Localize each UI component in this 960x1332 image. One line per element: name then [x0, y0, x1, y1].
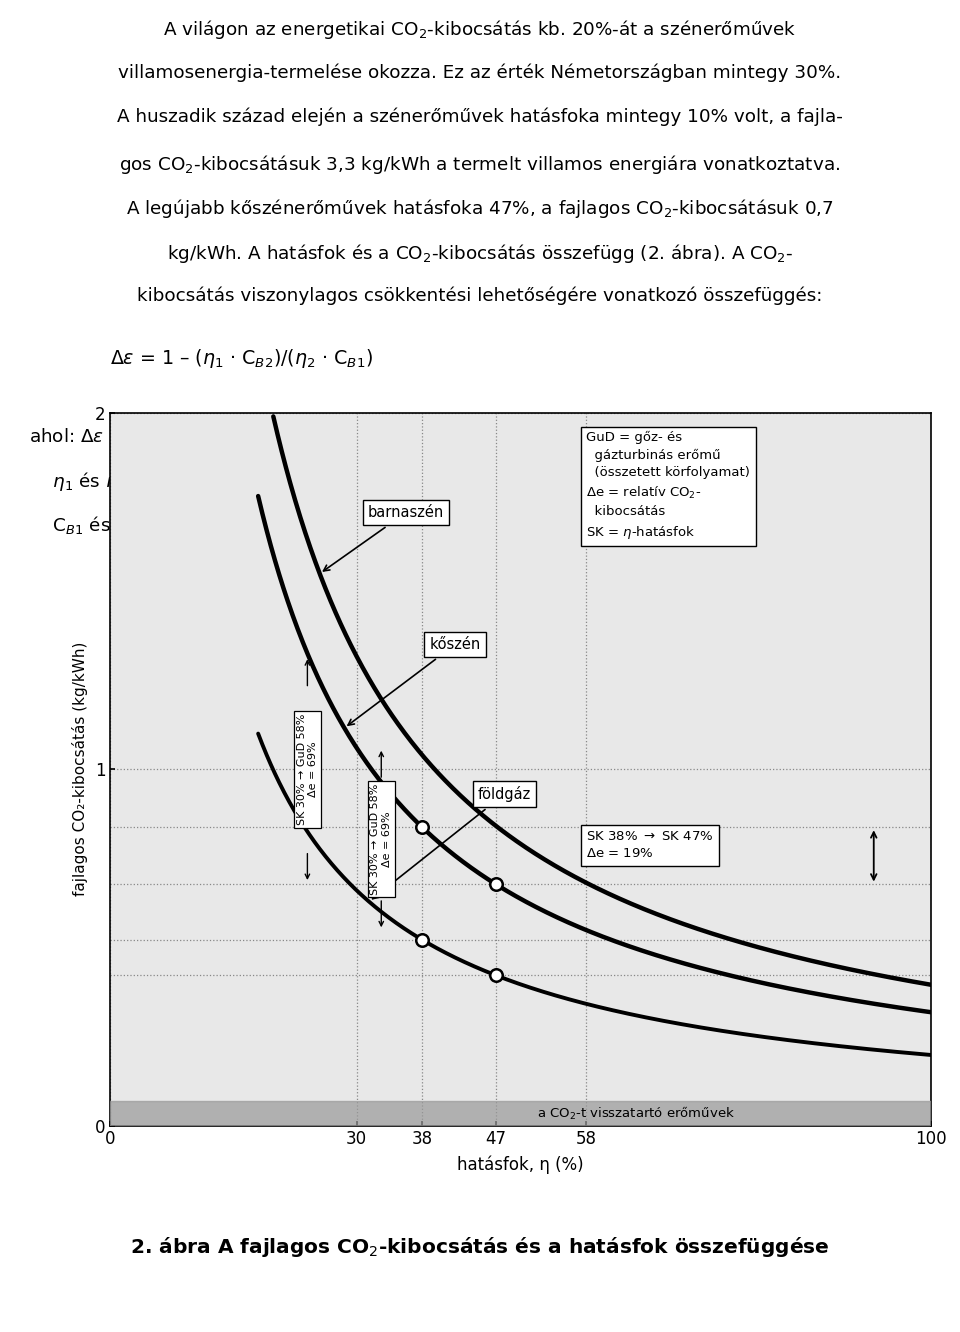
Text: SK 38% $\rightarrow$ SK 47%
$\Delta$e = 19%: SK 38% $\rightarrow$ SK 47% $\Delta$e = …	[587, 830, 714, 860]
Text: kibocsátás viszonylagos csökkentési lehetőségére vonatkozó összefüggés:: kibocsátás viszonylagos csökkentési lehe…	[137, 286, 823, 305]
Text: A legújabb kőszénerőművek hatásfoka 47%, a fajlagos CO$_2$-kibocsátásuk 0,7: A legújabb kőszénerőművek hatásfoka 47%,…	[126, 197, 834, 220]
Text: földgáz: földgáz	[372, 786, 531, 899]
Text: $\eta_1$ és $\eta_2$ az erőműhatásfok,: $\eta_1$ és $\eta_2$ az erőműhatásfok,	[29, 470, 303, 493]
Text: 2. ábra A fajlagos CO$_2$-kibocsátás és a hatásfok összefüggése: 2. ábra A fajlagos CO$_2$-kibocsátás és …	[131, 1235, 829, 1259]
Text: A világon az energetikai CO$_2$-kibocsátás kb. 20%-át a szénerőművek: A világon az energetikai CO$_2$-kibocsát…	[163, 19, 797, 41]
Text: SK 30% → GuD 58%
Δe = 69%: SK 30% → GuD 58% Δe = 69%	[371, 783, 392, 895]
Bar	[110, 1100, 931, 1126]
Text: kg/kWh. A hatásfok és a CO$_2$-kibocsátás összefügg (2. ábra). A CO$_2$-: kg/kWh. A hatásfok és a CO$_2$-kibocsátá…	[167, 242, 793, 265]
Text: SK 30% → GuD 58%
Δe = 69%: SK 30% → GuD 58% Δe = 69%	[297, 714, 318, 826]
Bar	[110, 1100, 931, 1126]
X-axis label: hatásfok, η (%): hatásfok, η (%)	[458, 1155, 584, 1173]
Text: gos CO$_2$-kibocsátásuk 3,3 kg/kWh a termelt villamos energiára vonatkoztatva.: gos CO$_2$-kibocsátásuk 3,3 kg/kWh a ter…	[119, 153, 841, 176]
Text: C$_{B1}$ és C$_{B2}$ a tüzelőanyag fűtőértékétől függő kibocsátási együttható.: C$_{B1}$ és C$_{B2}$ a tüzelőanyag fűtőé…	[29, 514, 686, 537]
Text: $\Delta\varepsilon$ = 1 – ($\eta_1$ · C$_{B2}$)/($\eta_2$ · C$_{B1}$): $\Delta\varepsilon$ = 1 – ($\eta_1$ · C$…	[110, 348, 372, 370]
Text: A huszadik század elején a szénerőművek hatásfoka mintegy 10% volt, a fajla-: A huszadik század elején a szénerőművek …	[117, 108, 843, 127]
Text: villamosenergia-termelése okozza. Ez az érték Németországban mintegy 30%.: villamosenergia-termelése okozza. Ez az …	[118, 63, 842, 81]
Y-axis label: fajlagos CO₂-kibocsátás (kg/kWh): fajlagos CO₂-kibocsátás (kg/kWh)	[72, 642, 88, 896]
Text: kőszén: kőszén	[348, 637, 481, 725]
Text: barnaszén: barnaszén	[324, 505, 444, 571]
Text: ahol: $\Delta\varepsilon$ az erőműre vonatkoztatott viszonylagos CO$_2$-kibocsát: ahol: $\Delta\varepsilon$ az erőműre von…	[29, 425, 751, 448]
Text: GuD = gőz- és
  gázturbinás erőmű
  (összetett körfolyamat)
$\Delta$e = relatív : GuD = gőz- és gázturbinás erőmű (összete…	[587, 430, 751, 541]
Text: a CO$_2$-t visszatartó erőművek: a CO$_2$-t visszatartó erőművek	[538, 1104, 735, 1122]
